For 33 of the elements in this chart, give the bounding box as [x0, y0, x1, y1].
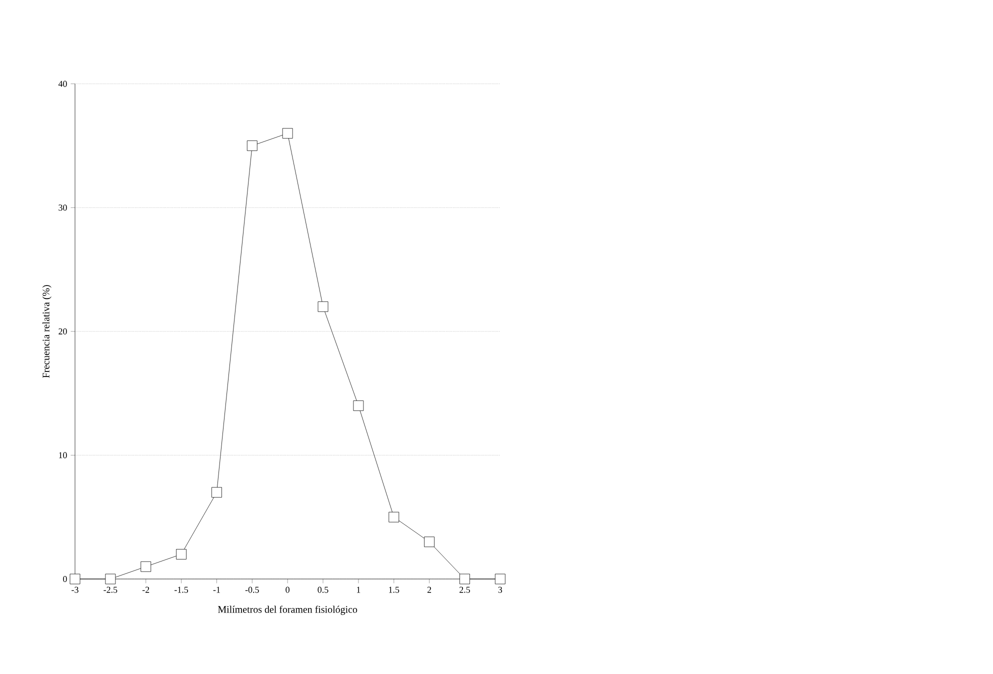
x-tick-label: 0: [286, 586, 290, 593]
point: [353, 400, 364, 411]
y-tick-label: 20: [58, 328, 67, 334]
x-tick-label: -0.5: [245, 586, 259, 593]
x-tick-label: 1: [356, 586, 360, 593]
point: [140, 561, 152, 572]
x-tick-label: 2: [427, 586, 432, 593]
x-tick-label: 0.5: [318, 586, 328, 593]
x-tick-label: 2.5: [460, 586, 470, 593]
y-tick-label: 10: [59, 452, 67, 458]
point: [246, 140, 258, 151]
x-tick-label: -2.5: [104, 586, 118, 593]
point: [494, 574, 506, 584]
y-tick-label: 40: [58, 80, 67, 87]
x-axis-title: Milímetros del foramen fisiológico: [218, 606, 358, 615]
y-tick-label: 0: [63, 576, 67, 582]
point: [318, 301, 328, 312]
x-tick-label: -1: [213, 586, 220, 593]
x-tick-label: 1.5: [389, 586, 400, 593]
point: [388, 512, 400, 522]
point: [105, 574, 116, 584]
point: [176, 549, 186, 560]
x-tick-label: 3: [498, 586, 502, 593]
x-tick-label: -3: [72, 586, 78, 593]
point: [70, 574, 80, 584]
point: [212, 487, 222, 498]
y-tick-label: 30: [58, 204, 67, 211]
x-tick-label: -2: [142, 586, 150, 593]
point: [460, 574, 470, 584]
point: [424, 536, 435, 548]
point: [282, 128, 293, 139]
y-axis-title: Frecuencia relativa (%): [42, 285, 52, 378]
x-tick-label: -1.5: [174, 586, 188, 593]
